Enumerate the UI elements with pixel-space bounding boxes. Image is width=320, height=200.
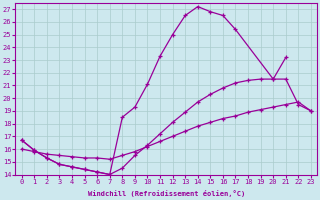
X-axis label: Windchill (Refroidissement éolien,°C): Windchill (Refroidissement éolien,°C) xyxy=(88,190,245,197)
